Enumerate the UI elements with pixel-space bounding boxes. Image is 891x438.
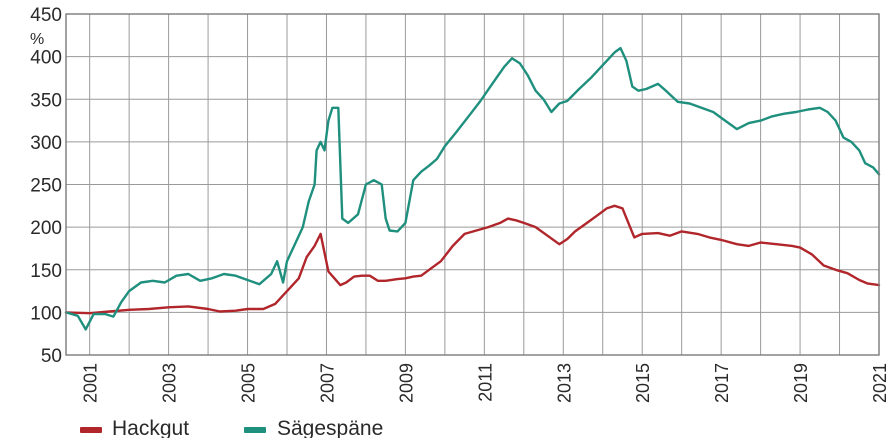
- legend-swatch-saegespaene: [244, 427, 266, 433]
- y-tick-label: 100: [30, 303, 62, 324]
- x-tick-label: 2009: [396, 363, 416, 403]
- y-tick-label: 150: [30, 261, 62, 282]
- legend-label-hackgut: Hackgut: [112, 417, 189, 438]
- series-line-saegespaene: [64, 46, 881, 331]
- y-tick-label: 250: [30, 176, 62, 197]
- x-tick-label: 2005: [239, 363, 259, 403]
- y-tick-label: 300: [30, 133, 62, 154]
- y-tick-label: 50: [41, 346, 62, 367]
- x-tick-label: 2021: [870, 363, 890, 403]
- plot-frame: [65, 13, 880, 356]
- x-tick-label: 2011: [475, 363, 495, 402]
- x-tick-label: 2017: [712, 363, 732, 403]
- x-tick-label: 2003: [160, 363, 180, 403]
- y-axis-ticks: 50 100 150 200 250 300 350 400 450: [30, 5, 62, 367]
- grid-lines: [66, 13, 879, 356]
- x-tick-label: 2013: [554, 363, 574, 403]
- y-tick-label: 350: [30, 90, 62, 111]
- x-tick-label: 2019: [791, 363, 811, 403]
- y-tick-label: 400: [30, 48, 62, 69]
- legend-item-saegespaene: Sägespäne: [244, 417, 383, 438]
- x-axis-ticks: 2001 2003 2005 2007 2009 2011 2013 2015 2017 2019…: [81, 363, 890, 403]
- legend-swatch-hackgut: [80, 427, 102, 433]
- x-tick-label: 2015: [633, 363, 653, 403]
- legend-item-hackgut: Hackgut: [80, 417, 189, 438]
- y-axis-unit: %: [30, 31, 44, 48]
- x-tick-label: 2007: [317, 363, 337, 403]
- x-tick-label: 2001: [81, 363, 101, 403]
- legend-label-saegespaene: Sägespäne: [277, 417, 383, 438]
- series-lines: [64, 46, 881, 331]
- series-line-hackgut: [64, 204, 881, 315]
- legend: Hackgut Sägespäne: [80, 417, 383, 438]
- y-tick-label: 450: [30, 5, 62, 26]
- y-tick-label: 200: [30, 218, 62, 239]
